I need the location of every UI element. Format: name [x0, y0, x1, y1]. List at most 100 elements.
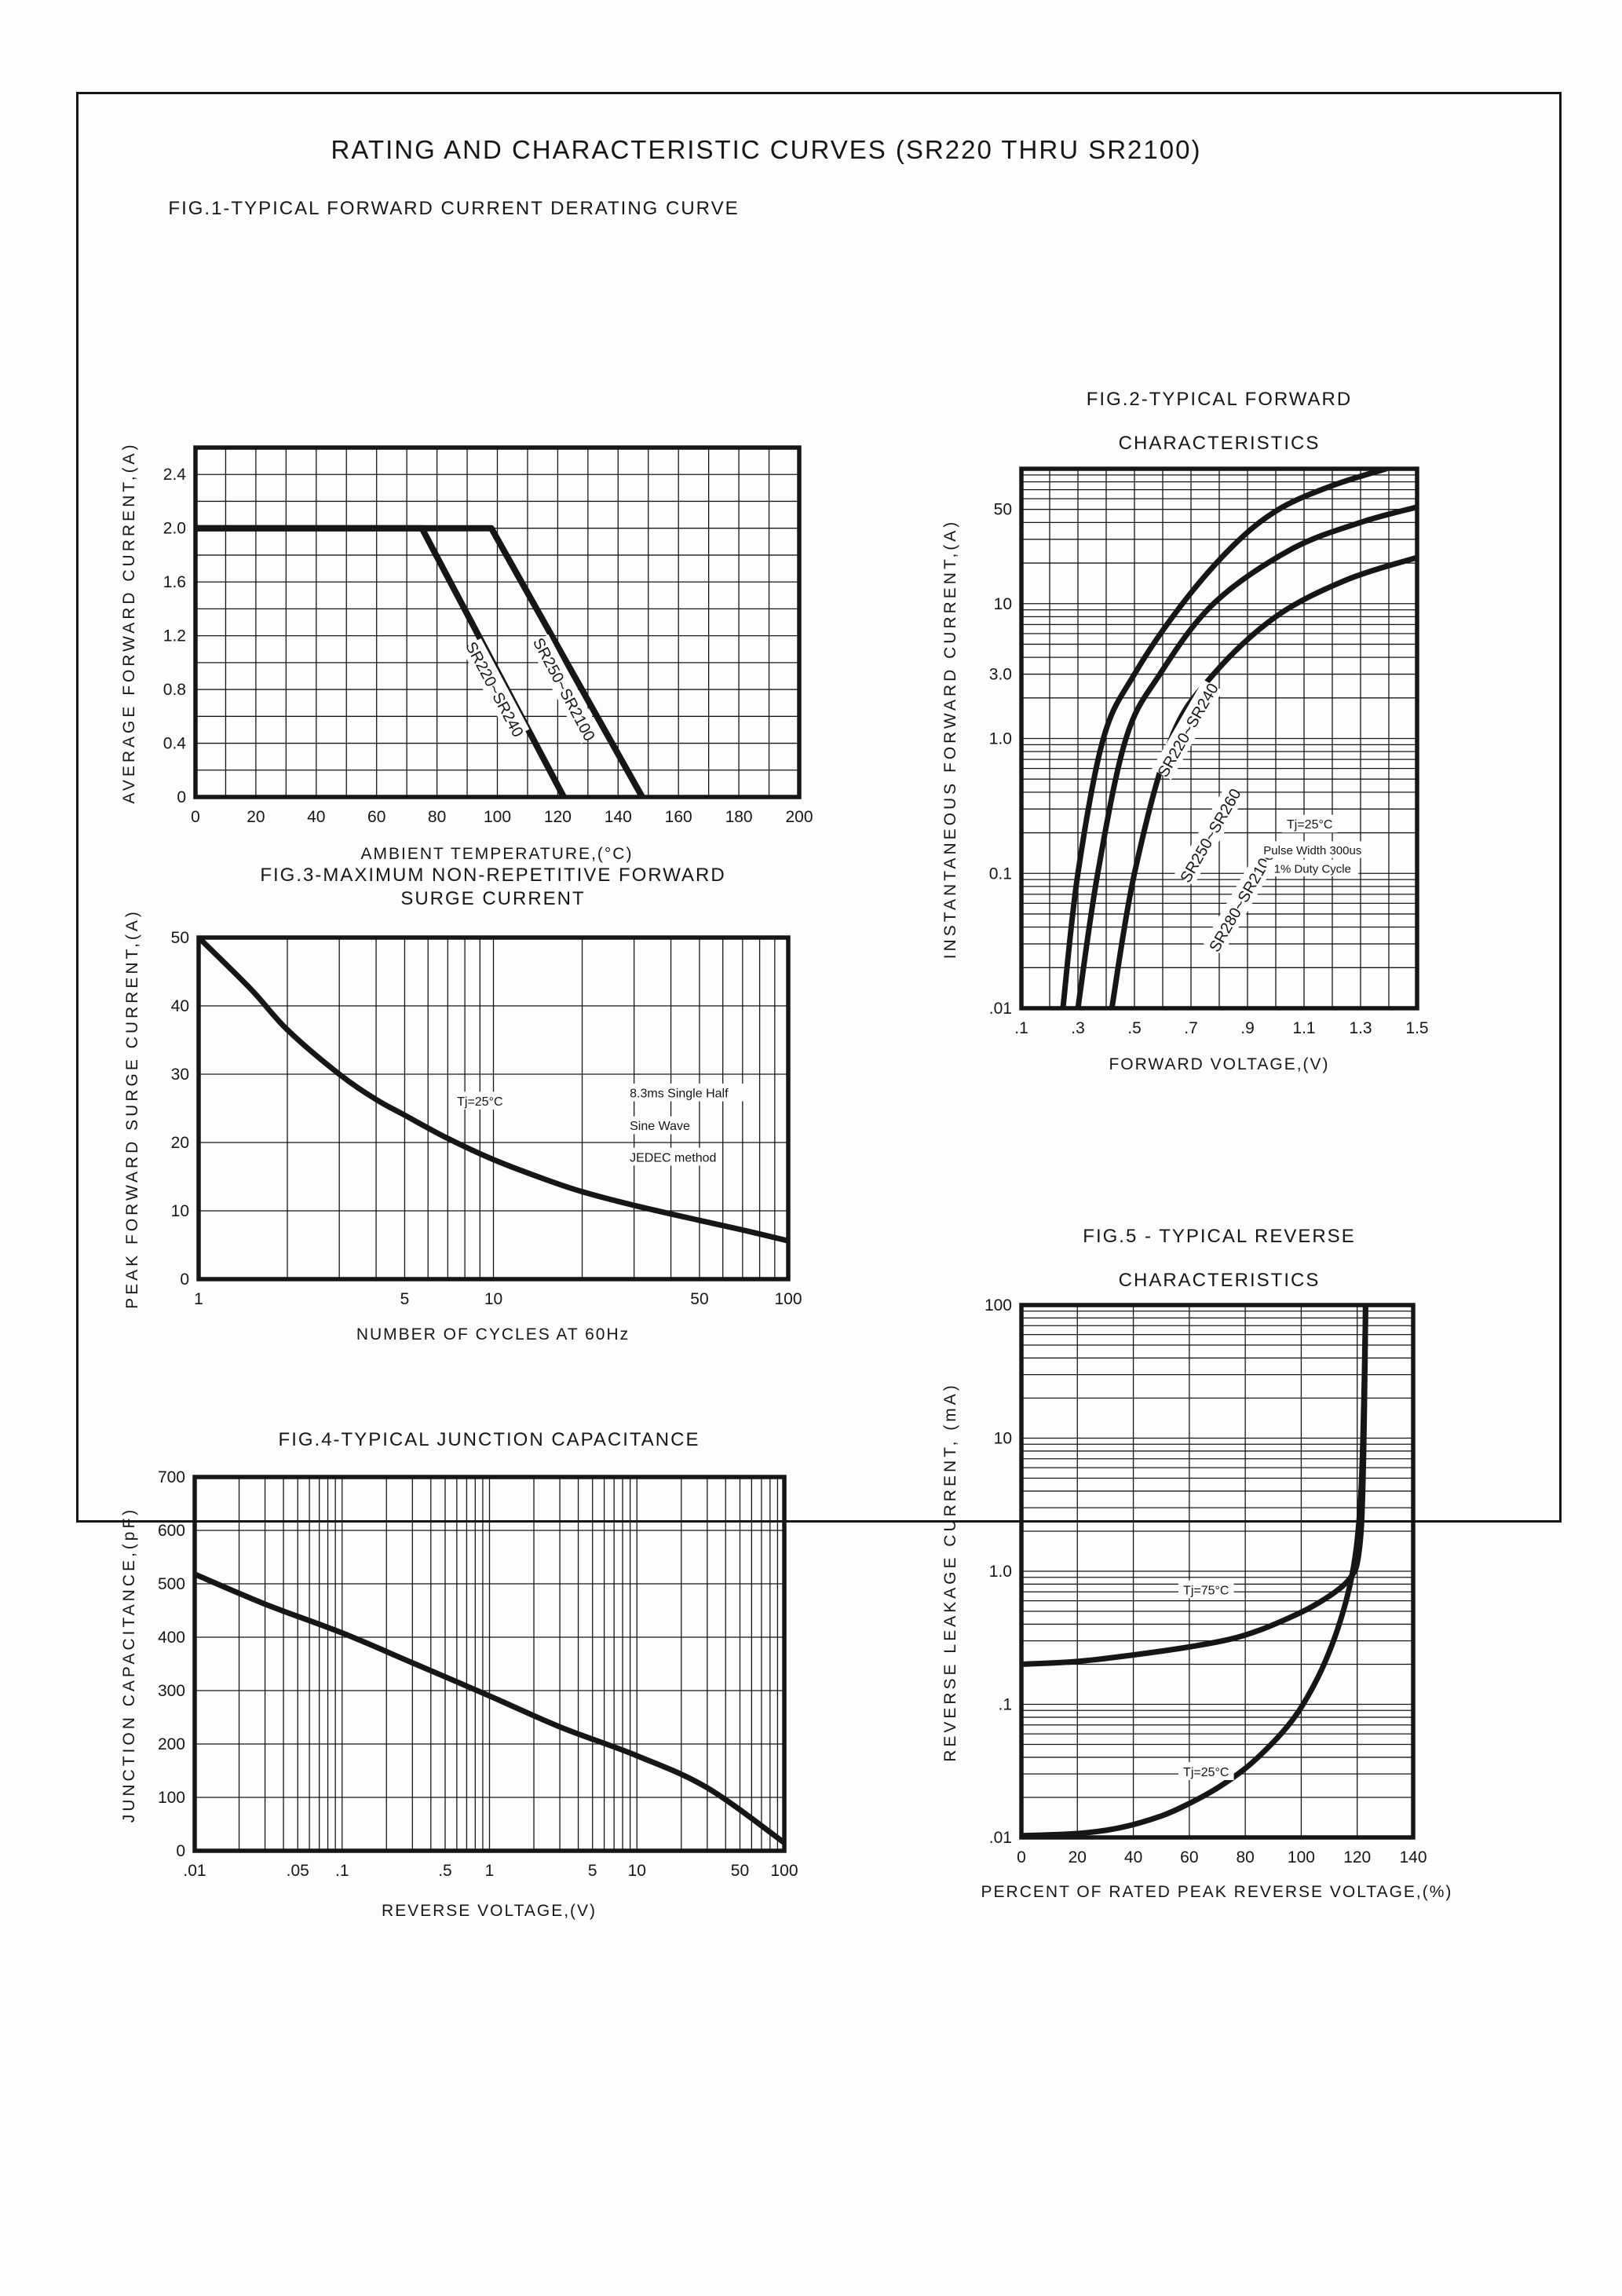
x-tick-label: 1.1: [1292, 1019, 1315, 1037]
annotation-bg: [1203, 846, 1279, 955]
figure-2-title-line2: CHARACTERISTICS: [1118, 433, 1321, 454]
annotation-bg: [627, 1147, 718, 1166]
y-tick-label: 1.2: [163, 627, 186, 645]
curve-surge-current: [199, 938, 788, 1244]
x-tick-label: 140: [605, 808, 632, 826]
annotation-bg: [451, 1091, 508, 1110]
x-tick-label: 1: [485, 1862, 495, 1880]
y-tick-label: 400: [158, 1629, 185, 1647]
y-tick-label: 40: [171, 997, 189, 1015]
y-tick-label: 700: [158, 1468, 185, 1486]
y-tick-label: 1.0: [989, 730, 1012, 748]
x-tick-label: 80: [1236, 1848, 1254, 1866]
x-tick-label: 5: [588, 1862, 597, 1880]
annotation: SR250~SR260: [1174, 784, 1246, 886]
annotation-text: Tj=25°C: [457, 1095, 502, 1109]
x-tick-label: .1: [1014, 1019, 1028, 1037]
curve-SR250~SR2100: [195, 525, 646, 797]
annotation-bg: [1253, 841, 1372, 858]
x-tick-label: 50: [690, 1290, 708, 1308]
y-tick-label: 50: [994, 501, 1012, 519]
y-tick-label: 30: [171, 1066, 189, 1084]
x-tick-label: 60: [367, 808, 385, 826]
annotation-text: JEDEC method: [630, 1151, 716, 1164]
annotation: JEDEC method: [627, 1147, 718, 1166]
curve-Tj=25C: [1021, 1305, 1368, 1837]
x-tick-label: 80: [428, 808, 446, 826]
x-tick-label: 100: [770, 1862, 798, 1880]
figure-3-x-axis-label: NUMBER OF CYCLES AT 60Hz: [356, 1325, 630, 1344]
y-tick-label: 10: [994, 595, 1012, 613]
tick-labels: .1 .3 .5 .7 .9 1.1 1.3 1.5 .01 0.1 1.0 3.0 10 50: [989, 501, 1429, 1037]
annotation-bg: [1152, 679, 1223, 781]
annotation-text: Tj=25°C: [1183, 1766, 1229, 1779]
annotation-bg: [461, 638, 530, 740]
plot-border: [1019, 466, 1419, 1011]
plot-border: [192, 1475, 787, 1853]
y-tick-label: .1: [998, 1696, 1012, 1714]
x-tick-label: 1: [194, 1290, 203, 1308]
y-tick-label: 10: [994, 1430, 1012, 1448]
x-tick-label: 160: [665, 808, 692, 826]
y-tick-label: 0.8: [163, 681, 186, 699]
tick-labels: 1 5 10 50 100 0 10 20 30 40 50: [171, 929, 802, 1308]
x-tick-label: 120: [1343, 1848, 1371, 1866]
annotation-text: SR220~SR240: [1155, 681, 1222, 781]
y-tick-label: 100: [985, 1296, 1012, 1314]
figure-4-x-axis-label: REVERSE VOLTAGE,(V): [381, 1902, 597, 1920]
x-tick-label: 0: [1017, 1848, 1026, 1866]
figure-1-x-axis-label: AMBIENT TEMPERATURE,(°C): [360, 845, 634, 863]
x-tick-label: .05: [287, 1862, 309, 1880]
x-tick-label: 5: [400, 1290, 410, 1308]
annotation-bg: [1178, 1762, 1234, 1780]
grid: [1021, 1304, 1414, 1838]
annotation-bg: [627, 1083, 753, 1102]
annotation: Tj=75°C: [1178, 1580, 1234, 1599]
curve-junction-capacitance: [195, 1571, 784, 1846]
y-tick-label: 50: [171, 929, 189, 947]
figure-2-x-axis-label: FORWARD VOLTAGE,(V): [1109, 1055, 1330, 1073]
annotation: Pulse Width 300us: [1253, 841, 1372, 858]
x-tick-label: .5: [1127, 1019, 1142, 1037]
y-tick-label: 1.6: [163, 573, 186, 591]
annotation: Tj=25°C: [1178, 1762, 1234, 1780]
y-tick-label: 2.4: [163, 466, 187, 484]
y-tick-label: 600: [158, 1522, 185, 1540]
annotation-text: Tj=25°C: [1287, 818, 1332, 832]
x-tick-label: 40: [1124, 1848, 1142, 1866]
figure-3-title-line1: FIG.3-MAXIMUM NON-REPETITIVE FORWARD: [260, 865, 726, 886]
x-tick-label: .3: [1071, 1019, 1085, 1037]
x-tick-label: 10: [628, 1862, 646, 1880]
x-tick-label: 20: [1069, 1848, 1087, 1866]
curve-SR280~SR2100: [1109, 554, 1417, 1008]
x-tick-label: 60: [1180, 1848, 1198, 1866]
x-tick-label: 100: [484, 808, 511, 826]
x-tick-label: .9: [1240, 1019, 1255, 1037]
y-tick-label: 2.0: [163, 520, 186, 538]
y-tick-label: 200: [158, 1735, 185, 1753]
x-tick-label: 200: [785, 808, 813, 826]
curve-SR220~SR240: [1060, 469, 1389, 1008]
y-tick-label: 0: [176, 1842, 185, 1860]
y-tick-label: 0: [177, 788, 186, 806]
grid: [194, 1476, 785, 1852]
annotation: 8.3ms Single Half: [627, 1083, 753, 1102]
x-tick-label: 140: [1399, 1848, 1427, 1866]
tick-labels: 0 20 40 60 80 100 120 140 .01 .1 1.0 10 100: [985, 1296, 1427, 1866]
annotation-bg: [627, 1116, 696, 1135]
plot-border: [193, 445, 802, 799]
plot-border: [1019, 1303, 1416, 1840]
figure-3-title-line2: SURGE CURRENT: [400, 888, 586, 909]
annotation-bg: [1178, 1580, 1234, 1599]
tick-labels: .01 .05 .1 .5 1 5 10 50 100 0 100 200 300 400 500 600 70…: [158, 1468, 798, 1880]
annotation-text: 1% Duty Cycle: [1274, 862, 1351, 876]
y-tick-label: 500: [158, 1575, 185, 1593]
y-tick-label: 3.0: [989, 666, 1012, 684]
annotation: Tj=25°C: [1281, 814, 1338, 833]
x-tick-label: 40: [307, 808, 325, 826]
annotation: 1% Duty Cycle: [1266, 859, 1359, 877]
figure-2-plot: .1 .3 .5 .7 .9 1.1 1.3 1.5 .01 0.1 1.0 3.0 10 50 SR220…: [989, 466, 1429, 1037]
x-tick-label: 120: [544, 808, 572, 826]
annotation: Sine Wave: [627, 1116, 696, 1135]
annotation: SR220~SR240: [461, 638, 530, 740]
